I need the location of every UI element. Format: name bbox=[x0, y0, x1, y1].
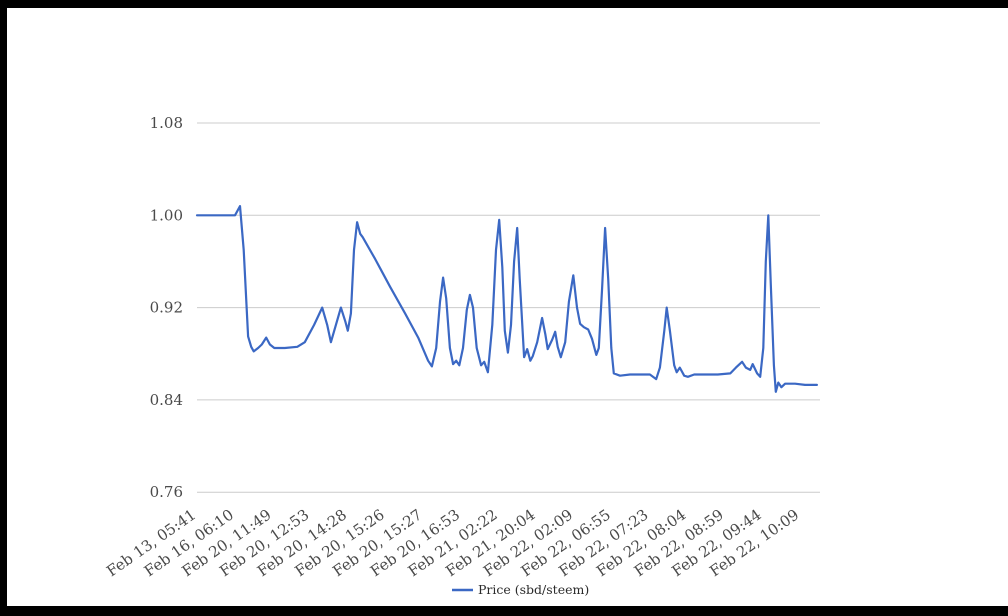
legend-label: Price (sbd/steem) bbox=[478, 582, 589, 597]
y-axis-tick-label: 1.08 bbox=[150, 114, 183, 132]
price-line-series[interactable] bbox=[195, 205, 818, 393]
y-axis-tick-label: 0.84 bbox=[150, 391, 183, 409]
y-axis-tick-label: 0.76 bbox=[150, 483, 183, 501]
y-axis-tick-label: 1.00 bbox=[150, 206, 183, 224]
y-axis-labels: 1.08 1.00 0.92 0.84 0.76 bbox=[150, 114, 183, 501]
y-axis-tick-label: 0.92 bbox=[150, 299, 183, 317]
gridlines bbox=[197, 122, 820, 493]
legend: Price (sbd/steem) bbox=[452, 582, 589, 597]
chart-page bbox=[7, 8, 1008, 606]
